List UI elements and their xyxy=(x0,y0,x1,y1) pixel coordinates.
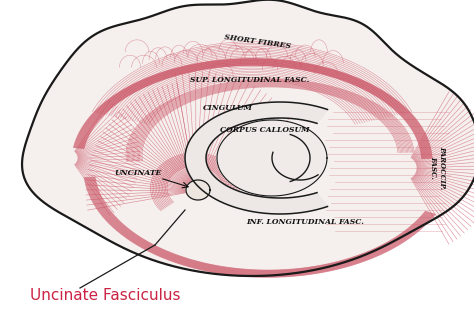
Text: INF. LONGITUDINAL FASC.: INF. LONGITUDINAL FASC. xyxy=(246,218,364,226)
Text: SHORT FIBRES: SHORT FIBRES xyxy=(224,33,292,51)
Text: PAROCCIP.
FASC.: PAROCCIP. FASC. xyxy=(429,146,447,190)
Polygon shape xyxy=(217,120,327,196)
Polygon shape xyxy=(186,180,210,200)
Text: UNCINATE: UNCINATE xyxy=(114,169,162,177)
Polygon shape xyxy=(22,0,474,276)
Text: CORPUS CALLOSUM: CORPUS CALLOSUM xyxy=(220,126,310,134)
Text: CINGULUM: CINGULUM xyxy=(203,104,253,112)
Text: Uncinate Fasciculus: Uncinate Fasciculus xyxy=(30,289,181,304)
Text: SUP. LONGITUDINAL FASC.: SUP. LONGITUDINAL FASC. xyxy=(191,76,310,84)
Polygon shape xyxy=(185,102,328,214)
